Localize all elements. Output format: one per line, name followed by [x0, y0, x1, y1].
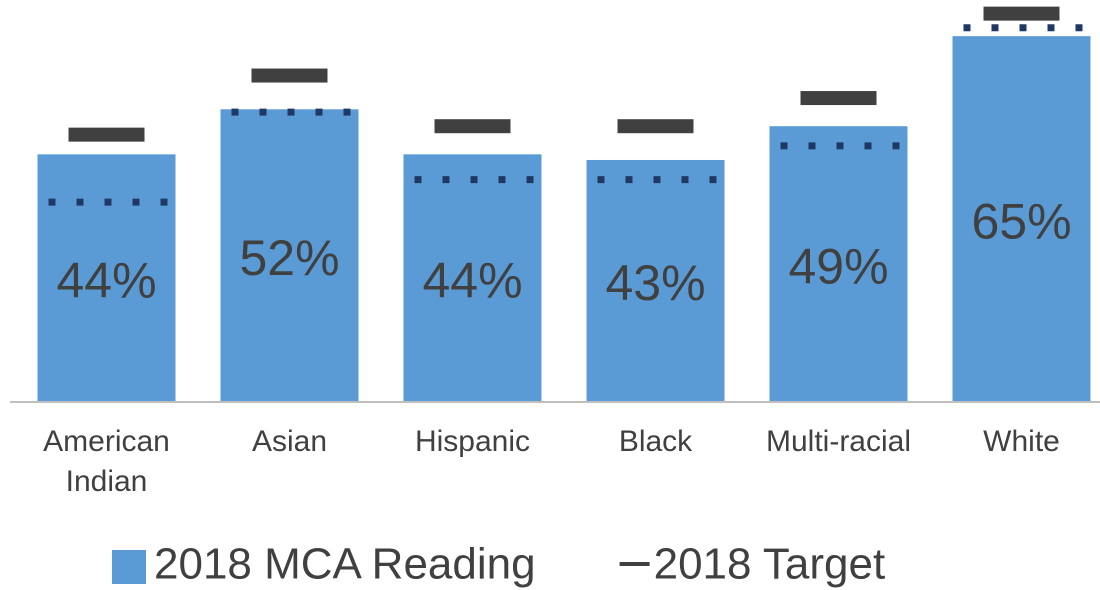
x-tick-label: Multi-racial — [765, 425, 912, 458]
target-marker — [617, 119, 694, 134]
data-label: 65% — [971, 193, 1071, 249]
target-marker — [800, 91, 877, 106]
x-tick-label: American Indian — [43, 425, 170, 498]
x-tick-label: Hispanic — [414, 425, 531, 458]
data-label: 43% — [605, 255, 705, 311]
bar — [586, 159, 725, 402]
bar — [769, 126, 908, 402]
bar — [952, 36, 1091, 403]
data-label: 44% — [56, 252, 156, 308]
legend-swatch — [619, 562, 650, 566]
target-marker — [251, 68, 328, 83]
data-label: 52% — [239, 230, 339, 286]
target-marker — [434, 119, 511, 134]
target-marker — [983, 6, 1060, 21]
bar — [220, 109, 359, 403]
bar — [37, 154, 176, 402]
legend-label: 2018 Target — [654, 540, 886, 589]
legend-swatch — [112, 550, 146, 584]
bar — [403, 154, 542, 402]
x-tick-label: Asian — [251, 425, 328, 458]
legend-label: 2018 MCA Reading — [154, 540, 536, 589]
x-tick-label: Black — [618, 425, 693, 458]
data-label: 49% — [788, 238, 888, 294]
data-label: 44% — [422, 252, 522, 308]
target-marker — [68, 127, 145, 142]
x-tick-label: White — [983, 425, 1060, 458]
